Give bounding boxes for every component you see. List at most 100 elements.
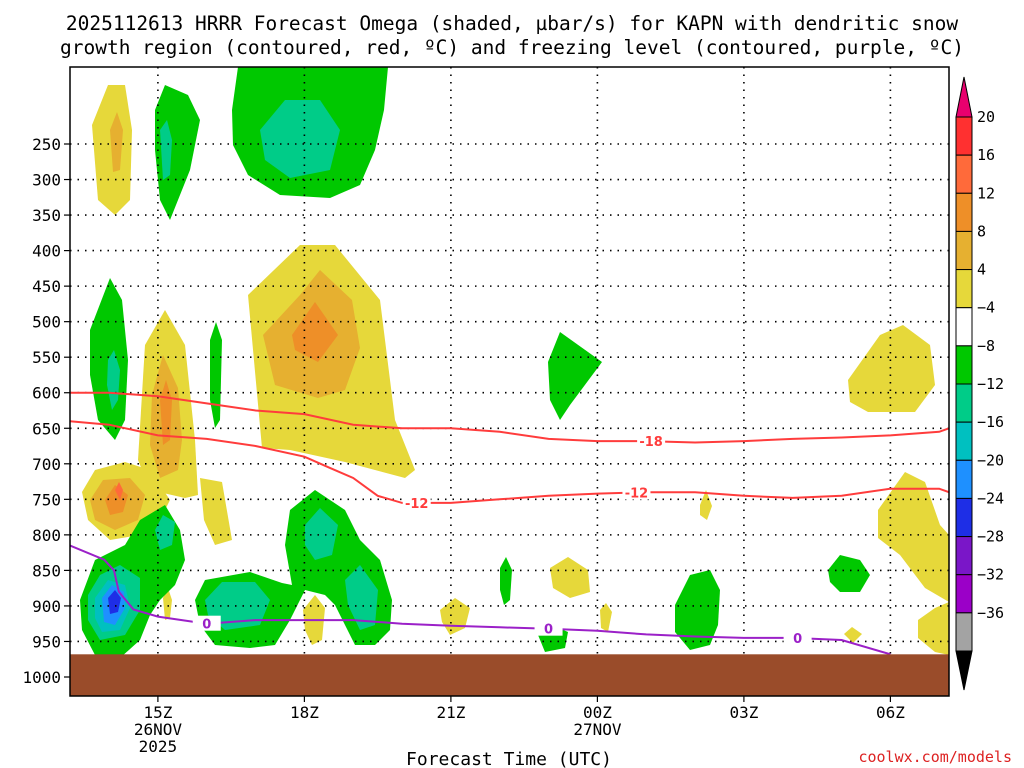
chart-title-line2: growth region (contoured, red, ºC) and f… (60, 36, 964, 59)
y-axis-ticks: 250 300 350 400 450 500 550 600 650 700 750 800 850 9… (22, 135, 70, 687)
colorbar-swatch (955, 497, 973, 538)
x-tick-label: 21Z (436, 703, 465, 722)
colorbar-swatch (955, 192, 973, 232)
omega-area-minus4 (548, 332, 602, 420)
contour-label: 0 (793, 632, 802, 647)
x-axis-label: Forecast Time (UTC) (406, 749, 612, 768)
x-tick-label: 06Z (876, 703, 905, 722)
omega-area-minus8 (107, 350, 120, 410)
colorbar-label: −32 (977, 566, 1004, 584)
colorbar-label: 16 (977, 146, 995, 164)
colorbar-bottom-arrow (955, 650, 973, 691)
plot-border (69, 66, 950, 697)
omega-area-plus4 (600, 603, 612, 632)
colorbar-swatch (955, 536, 973, 576)
y-tick-label: 250 (32, 135, 61, 154)
colorbar-swatch (955, 421, 973, 461)
y-tick-label: 300 (32, 171, 61, 190)
contour-label-bg (534, 620, 563, 636)
y-tick-label: 750 (32, 490, 61, 509)
colorbar-label: 20 (977, 108, 995, 126)
contour-label: 0 (544, 623, 553, 638)
colorbar-swatch (955, 269, 973, 309)
colorbar-swatch (955, 612, 973, 652)
omega-area-plus4 (844, 627, 862, 643)
omega-area-minus8 (260, 100, 340, 178)
omega-area-minus20 (108, 590, 121, 614)
contour-label: -12 (625, 487, 649, 502)
colorbar-swatch (955, 230, 973, 271)
colorbar-swatch (955, 307, 973, 347)
omega-area-plus4 (848, 325, 935, 412)
contour-label: 0 (202, 618, 211, 633)
colorbar-swatch (955, 574, 973, 614)
omega-area-minus8 (305, 508, 338, 560)
colorbar-label: −16 (977, 413, 1004, 431)
colorbar-label: −8 (977, 337, 995, 355)
plot-area (70, 67, 949, 696)
chart-title-line1: 2025112613 HRRR Forecast Omega (shaded, … (66, 12, 958, 35)
omega-area-minus4 (675, 570, 720, 650)
colorbar-swatch (955, 345, 973, 385)
contour-label: -12 (405, 497, 429, 512)
y-tick-label: 550 (32, 348, 61, 367)
colorbar-label: −12 (977, 375, 1004, 393)
omega-area-minus8 (345, 565, 378, 630)
omega-area-minus8 (160, 120, 172, 180)
x-tick-label: 26NOV (134, 720, 183, 739)
y-tick-label: 500 (32, 313, 61, 332)
colorbar-label: 4 (977, 261, 986, 279)
colorbar-swatch (955, 459, 973, 499)
y-tick-label: 850 (32, 561, 61, 580)
omega-strong-positive-areas (90, 112, 360, 530)
omega-area-plus4 (700, 490, 712, 520)
colorbar-label: −28 (977, 528, 1004, 546)
contour-label-bg (622, 484, 651, 500)
omega-area-plus4 (163, 588, 172, 620)
x-tick-label: 27NOV (573, 720, 622, 739)
omega-area-plus16 (115, 482, 123, 500)
y-tick-label: 1000 (22, 668, 61, 687)
x-tick-label: 03Z (729, 703, 758, 722)
freezing-level-contour (70, 544, 891, 656)
y-tick-label: 800 (32, 526, 61, 545)
y-tick-label: 700 (32, 455, 61, 474)
omega-area-plus4 (878, 472, 949, 602)
y-tick-label: 450 (32, 277, 61, 296)
omega-area-plus8 (110, 112, 123, 172)
y-tick-label: 350 (32, 206, 61, 225)
dgz-contour-minus12 (70, 420, 949, 504)
contour-label: -18 (639, 435, 663, 450)
x-tick-label: 15Z (143, 703, 172, 722)
omega-area-minus4 (500, 557, 512, 605)
omega-area-minus4 (210, 322, 222, 428)
contour-lines (70, 391, 949, 656)
contour-label-bg (192, 615, 221, 631)
terrain-ground (70, 654, 949, 696)
y-tick-label: 400 (32, 242, 61, 261)
colorbar-label: −36 (977, 604, 1004, 622)
x-tick-label: 18Z (290, 703, 319, 722)
omega-area-plus12 (292, 302, 338, 362)
contour-label-bg (637, 433, 666, 449)
omega-area-minus8 (205, 582, 270, 630)
colorbar-label: 12 (977, 184, 995, 202)
contour-label-bg (402, 494, 431, 510)
colorbar-swatch (955, 383, 973, 423)
contour-label-bg (783, 630, 812, 646)
colorbar-swatch (955, 154, 973, 194)
colorbar-top-arrow (955, 76, 973, 118)
dgz-contour-minus18 (70, 391, 949, 444)
colorbar-swatch (955, 116, 973, 156)
omega-negative-areas (80, 67, 870, 658)
contour-labels: -18 -12 -12 0 0 0 (192, 433, 812, 647)
omega-area-minus4 (828, 555, 870, 592)
y-tick-label: 650 (32, 419, 61, 438)
credit-text: coolwx.com/models (858, 748, 1012, 766)
x-tick-label: 00Z (583, 703, 612, 722)
y-tick-label: 950 (32, 632, 61, 651)
omega-area-minus8 (155, 515, 175, 550)
y-tick-label: 900 (32, 597, 61, 616)
colorbar-label: −24 (977, 489, 1004, 507)
